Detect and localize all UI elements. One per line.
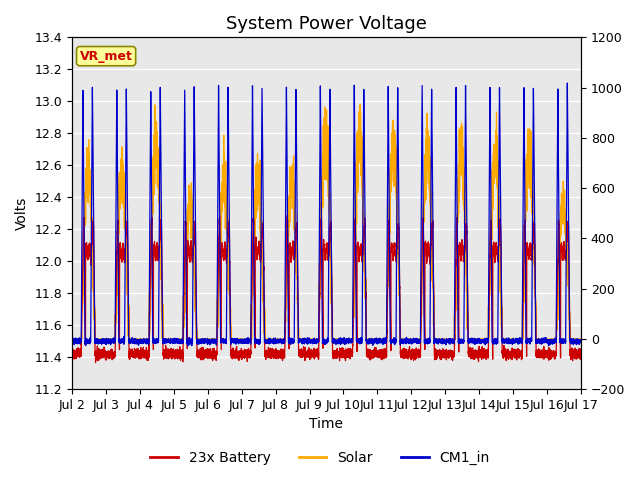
Text: VR_met: VR_met <box>79 49 132 63</box>
Y-axis label: Volts: Volts <box>15 196 29 230</box>
X-axis label: Time: Time <box>310 418 344 432</box>
Legend: 23x Battery, Solar, CM1_in: 23x Battery, Solar, CM1_in <box>145 445 495 471</box>
Title: System Power Voltage: System Power Voltage <box>226 15 427 33</box>
